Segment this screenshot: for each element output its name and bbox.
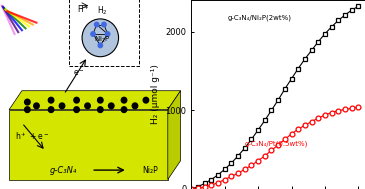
Circle shape [121,107,127,112]
Circle shape [24,107,30,112]
Text: h$^+$ + e$^-$: h$^+$ + e$^-$ [15,130,49,142]
Circle shape [24,99,30,105]
Text: g-C₃N₄/Ni₂P(2wt%): g-C₃N₄/Ni₂P(2wt%) [228,15,292,21]
Circle shape [91,32,95,36]
Circle shape [48,97,54,103]
Text: Ni₂P: Ni₂P [142,166,158,175]
Polygon shape [9,91,181,110]
Text: H$^+$: H$^+$ [77,4,89,15]
Circle shape [97,107,103,112]
Circle shape [143,97,149,103]
Circle shape [98,43,103,48]
Circle shape [74,97,79,103]
Circle shape [34,103,39,109]
Circle shape [95,22,99,27]
Circle shape [105,32,110,36]
Circle shape [48,107,54,112]
Circle shape [108,103,114,109]
Text: e$^-$: e$^-$ [73,68,85,78]
Text: Ni$_2$P: Ni$_2$P [94,35,110,45]
Circle shape [102,22,106,27]
Circle shape [59,103,65,109]
Polygon shape [168,91,181,180]
Polygon shape [9,110,168,180]
Circle shape [85,103,90,109]
Circle shape [132,103,138,109]
Circle shape [97,97,103,103]
Circle shape [74,107,79,112]
Y-axis label: H₂ (μmol g⁻¹): H₂ (μmol g⁻¹) [151,65,160,124]
Text: g-C₃N₄: g-C₃N₄ [50,166,77,175]
Text: H$_2$: H$_2$ [97,4,107,17]
Circle shape [121,97,127,103]
Circle shape [82,19,119,57]
Text: g-C₃N₄/Pt(0.5wt%): g-C₃N₄/Pt(0.5wt%) [245,141,308,147]
